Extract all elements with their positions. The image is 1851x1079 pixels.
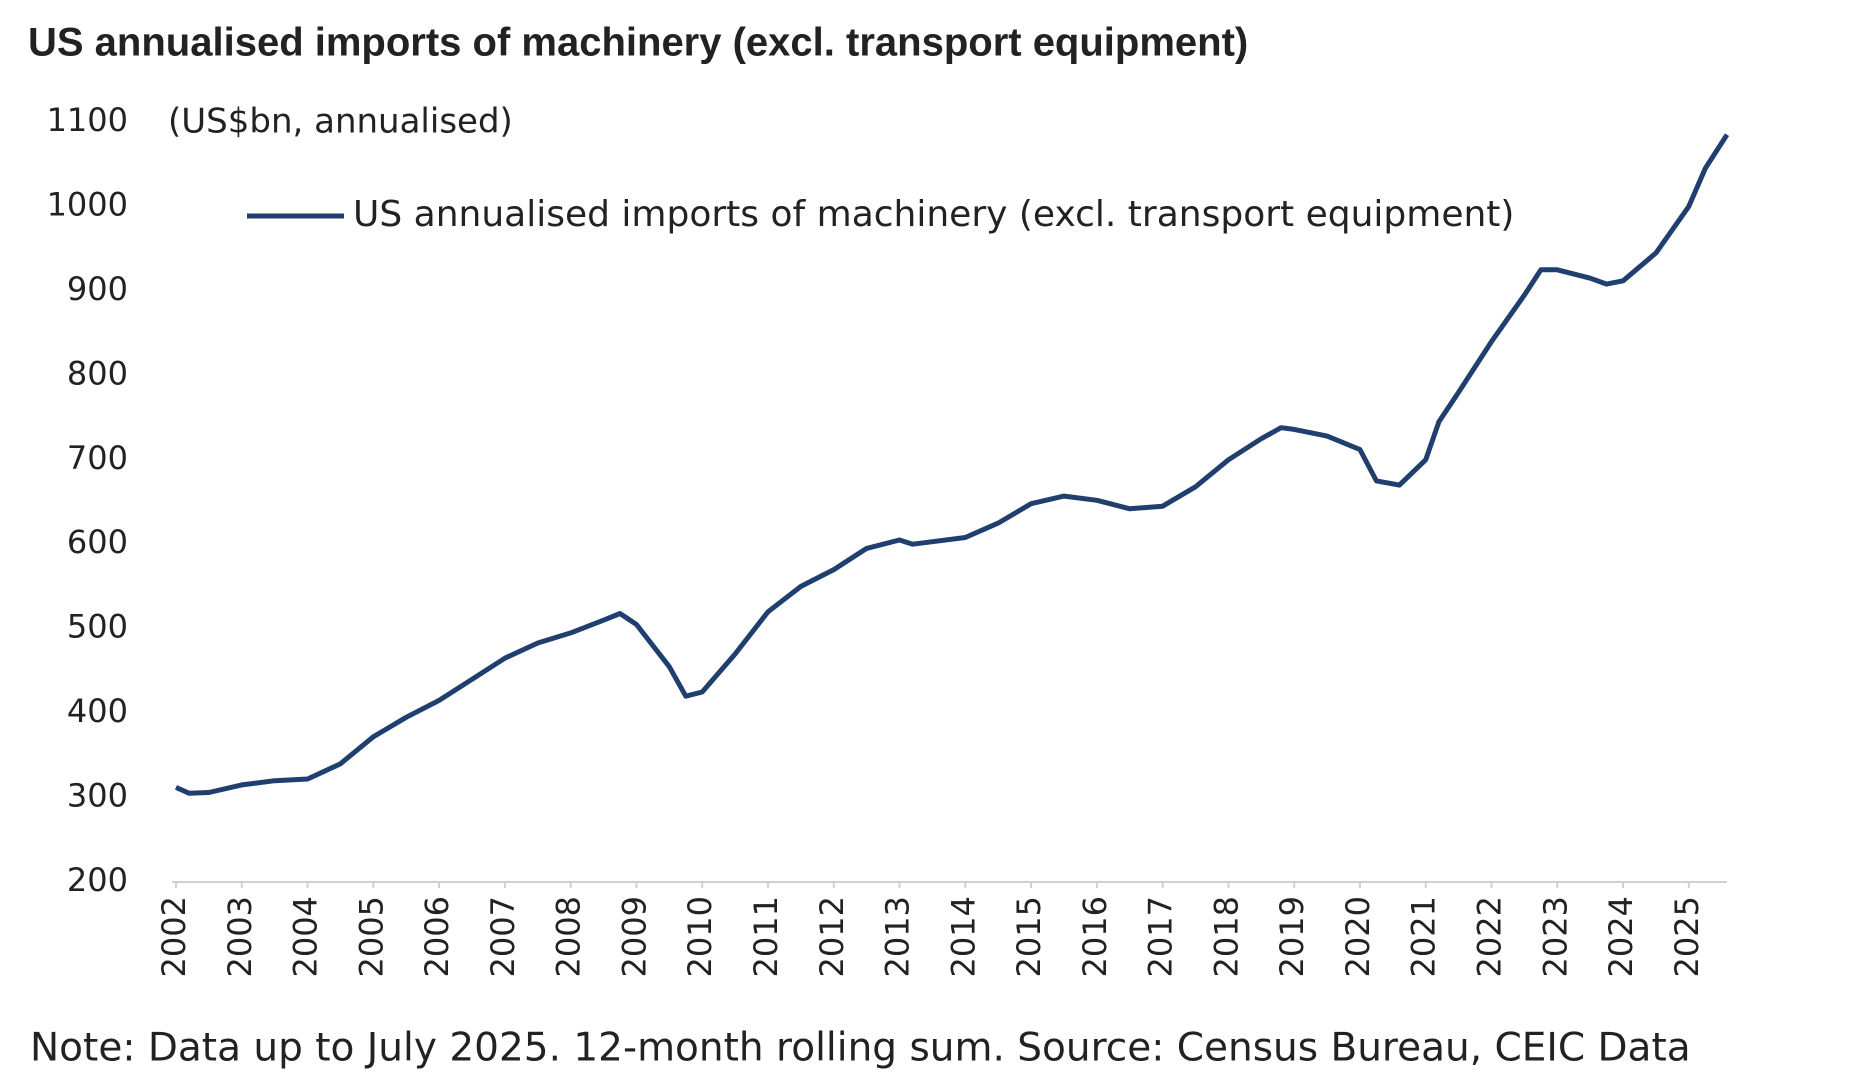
x-tick-label: 2005: [352, 896, 390, 977]
y-tick-label: 900: [67, 270, 128, 308]
x-tick-label: 2012: [813, 896, 851, 977]
x-tick-label: 2019: [1273, 896, 1311, 977]
x-tick-label: 2002: [155, 896, 193, 977]
x-tick-label: 2008: [550, 896, 588, 977]
y-tick-label: 800: [67, 354, 128, 392]
y-tick-label: 500: [67, 608, 128, 646]
legend-label: US annualised imports of machinery (excl…: [353, 194, 1514, 235]
y-tick-label: 200: [67, 861, 128, 899]
x-tick-label: 2011: [747, 896, 785, 977]
y-tick-label: 1000: [47, 185, 128, 223]
y-tick-label: 400: [67, 692, 128, 730]
chart-title: US annualised imports of machinery (excl…: [28, 21, 1248, 65]
x-tick-label: 2003: [221, 896, 259, 977]
x-tick-label: 2024: [1602, 896, 1640, 977]
x-tick-label: 2009: [615, 896, 653, 977]
y-tick-label: 600: [67, 523, 128, 561]
x-tick-label: 2025: [1668, 896, 1706, 977]
x-tick-label: 2004: [287, 896, 325, 977]
x-tick-label: 2014: [944, 896, 982, 977]
x-tick-label: 2017: [1142, 896, 1180, 977]
x-tick-label: 2015: [1010, 896, 1048, 977]
x-tick-label: 2018: [1207, 896, 1245, 977]
x-tick-label: 2023: [1536, 896, 1574, 977]
y-tick-label: 300: [67, 777, 128, 815]
x-tick-label: 2021: [1405, 896, 1443, 977]
note: Note: Data up to July 2025. 12-month rol…: [30, 1026, 1691, 1071]
x-tick-label: 2013: [879, 896, 917, 977]
x-tick-label: 2010: [681, 896, 719, 977]
axis-label: (US$bn, annualised): [168, 102, 513, 142]
x-tick-label: 2016: [1076, 896, 1114, 977]
x-tick-label: 2006: [418, 896, 456, 977]
x-tick-label: 2022: [1471, 896, 1509, 977]
y-tick-label: 700: [67, 439, 128, 477]
line-series: [174, 133, 1730, 796]
x-tick-label: 2020: [1339, 896, 1377, 977]
x-tick-label: 2007: [484, 896, 522, 977]
y-tick-label: 1100: [47, 101, 128, 139]
